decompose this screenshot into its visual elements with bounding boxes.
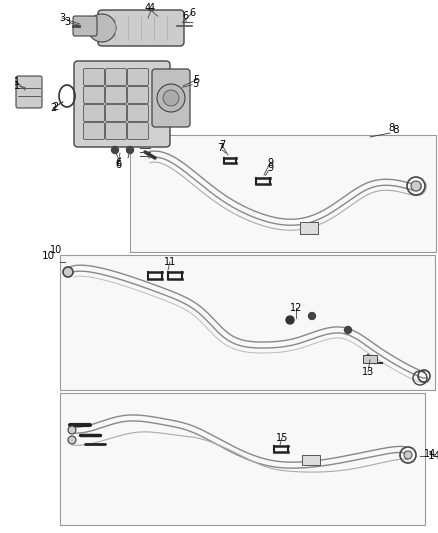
Text: 6: 6: [189, 8, 195, 18]
FancyBboxPatch shape: [106, 123, 127, 140]
Bar: [130, 135, 436, 252]
Circle shape: [112, 147, 119, 154]
Circle shape: [404, 451, 412, 459]
Text: 3: 3: [59, 13, 65, 23]
Text: 15: 15: [276, 433, 288, 443]
FancyBboxPatch shape: [98, 10, 184, 46]
Text: 14: 14: [428, 451, 438, 461]
FancyBboxPatch shape: [16, 76, 42, 108]
Text: 4: 4: [149, 3, 155, 13]
FancyBboxPatch shape: [302, 455, 320, 465]
FancyBboxPatch shape: [300, 222, 318, 234]
Text: 2: 2: [52, 102, 58, 112]
Circle shape: [127, 147, 134, 154]
Circle shape: [308, 312, 315, 319]
FancyBboxPatch shape: [363, 355, 377, 363]
FancyBboxPatch shape: [84, 86, 105, 103]
FancyBboxPatch shape: [73, 16, 97, 36]
Text: 5: 5: [192, 79, 198, 89]
FancyBboxPatch shape: [106, 104, 127, 122]
Text: 14: 14: [424, 449, 436, 459]
Bar: [60, 393, 425, 525]
FancyBboxPatch shape: [127, 69, 148, 85]
Text: 1: 1: [14, 77, 20, 87]
Text: 5: 5: [193, 75, 199, 85]
Text: 6: 6: [115, 160, 121, 170]
Circle shape: [286, 316, 294, 324]
Circle shape: [68, 436, 76, 444]
Text: 9: 9: [267, 158, 273, 168]
Text: 13: 13: [362, 367, 374, 377]
FancyBboxPatch shape: [106, 86, 127, 103]
Text: 1: 1: [14, 81, 20, 91]
Text: 3: 3: [64, 17, 70, 27]
Text: 7: 7: [219, 140, 225, 150]
Text: 11: 11: [164, 257, 176, 267]
Circle shape: [63, 267, 73, 277]
Text: 8: 8: [388, 123, 394, 133]
Text: 7: 7: [217, 143, 223, 153]
FancyBboxPatch shape: [84, 123, 105, 140]
FancyBboxPatch shape: [127, 104, 148, 122]
FancyBboxPatch shape: [152, 69, 190, 127]
Circle shape: [163, 90, 179, 106]
Circle shape: [68, 426, 76, 434]
FancyBboxPatch shape: [74, 61, 170, 147]
FancyBboxPatch shape: [84, 104, 105, 122]
Text: 10: 10: [50, 245, 62, 255]
Text: 6: 6: [115, 158, 121, 168]
Text: 8: 8: [392, 125, 399, 135]
Bar: [60, 255, 435, 390]
FancyBboxPatch shape: [84, 69, 105, 85]
FancyBboxPatch shape: [106, 69, 127, 85]
Circle shape: [411, 181, 421, 191]
Text: 2: 2: [50, 103, 56, 113]
Text: 12: 12: [290, 303, 302, 313]
FancyBboxPatch shape: [127, 123, 148, 140]
Text: 4: 4: [145, 3, 151, 13]
Circle shape: [157, 84, 185, 112]
FancyBboxPatch shape: [127, 86, 148, 103]
Text: 9: 9: [267, 163, 273, 173]
Text: 6: 6: [182, 11, 188, 21]
Circle shape: [88, 14, 116, 42]
Text: 10: 10: [42, 251, 55, 261]
Circle shape: [345, 327, 352, 334]
